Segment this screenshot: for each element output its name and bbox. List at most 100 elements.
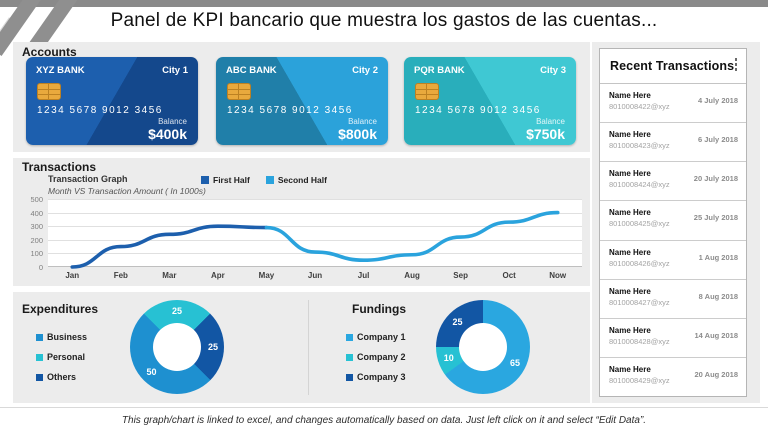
card-number: 1234 5678 9012 3456	[415, 105, 541, 116]
legend-swatch-icon	[346, 353, 353, 361]
transaction-id: 8010008423@xyz	[609, 141, 670, 151]
balance-label: Balance	[536, 117, 565, 126]
x-axis-label: Oct	[502, 271, 516, 280]
transaction-row[interactable]: Name Here 8010008423@xyz 6 July 2018	[600, 123, 746, 163]
fundings-legend: Company 1 Company 2 Company 3	[346, 332, 406, 382]
title-bar: Panel de KPI bancario que muestra los ga…	[0, 7, 768, 37]
balance-label: Balance	[348, 117, 377, 126]
x-axis-label: Feb	[113, 271, 128, 280]
gridline	[48, 226, 582, 228]
transaction-id: 8010008427@xyz	[609, 297, 670, 307]
transaction-row[interactable]: Name Here 8010008427@xyz 8 Aug 2018	[600, 280, 746, 319]
balance-value: $750k	[526, 126, 565, 142]
y-axis-tick: 400	[30, 208, 43, 218]
card-city: City 1	[162, 65, 188, 76]
gridline	[48, 199, 582, 200]
legend-swatch-icon	[201, 176, 209, 184]
x-axis-label: Sep	[453, 271, 468, 280]
donut-slice-value: 25	[452, 316, 463, 327]
bank-card-pqr[interactable]: PQR BANK City 3 1234 5678 9012 3456 Bala…	[404, 57, 576, 145]
y-axis-tick: 500	[30, 195, 43, 204]
legend-item: Personal	[36, 352, 87, 362]
legend-swatch-icon	[346, 373, 353, 381]
legend-swatch-icon	[36, 353, 43, 361]
bank-card-xyz[interactable]: XYZ BANK City 1 1234 5678 9012 3456 Bala…	[26, 57, 198, 145]
y-axis-tick: 0	[38, 263, 43, 272]
transaction-name: Name Here	[609, 208, 651, 218]
legend-label: Personal	[47, 352, 86, 362]
y-axis-tick: 200	[30, 235, 43, 245]
expenditures-donut-chart[interactable]: 50 25 25	[130, 300, 224, 394]
legend-label: Others	[47, 372, 77, 382]
x-axis-label: Jan	[65, 271, 80, 280]
transaction-name: Name Here	[609, 364, 651, 374]
transaction-row[interactable]: Name Here 8010008424@xyz 20 July 2018	[600, 162, 746, 202]
card-chip-icon	[415, 83, 439, 100]
donut-slice-value: 25	[207, 342, 218, 352]
line-chart-title: Transaction Graph	[48, 174, 128, 184]
legend-item: Others	[36, 372, 87, 382]
section-divider	[308, 300, 309, 395]
x-axis-label: Aug	[404, 271, 420, 280]
balance-value: $400k	[148, 126, 187, 142]
legend-label: Company 3	[357, 372, 406, 382]
legend-item: Second Half	[265, 175, 327, 185]
legend-label: First Half	[213, 175, 250, 185]
recent-transactions-card: Recent Transactions Name Here 8010008422@…	[599, 48, 747, 397]
x-axis-label: Mar	[162, 271, 177, 280]
transaction-row[interactable]: Name Here 8010008429@xyz 20 Aug 2018	[600, 358, 746, 396]
fundings-header: Fundings	[352, 302, 406, 316]
donut-slice-value: 25	[171, 306, 182, 316]
transaction-date: 20 Aug 2018	[694, 369, 739, 379]
transaction-id: 8010008426@xyz	[609, 258, 670, 268]
footer-note-bar: This graph/chart is linked to excel, and…	[0, 407, 768, 432]
legend-swatch-icon	[346, 333, 353, 341]
card-chip-icon	[227, 83, 251, 100]
transaction-date: 4 July 2018	[697, 96, 738, 105]
series-second-half	[264, 210, 560, 263]
transaction-list: Name Here 8010008422@xyz 4 July 2018 Name H…	[600, 84, 746, 396]
card-number: 1234 5678 9012 3456	[37, 105, 163, 116]
transaction-row[interactable]: Name Here 8010008428@xyz 14 Aug 2018	[600, 319, 746, 358]
line-chart-plot[interactable]: 500 400 300 200 100 0	[30, 195, 582, 272]
gridline	[48, 253, 582, 255]
legend-swatch-icon	[36, 333, 43, 341]
fundings-donut-chart[interactable]: 65 10 25	[436, 300, 530, 394]
donut-slice-value: 50	[146, 367, 157, 378]
card-number: 1234 5678 9012 3456	[227, 105, 353, 116]
bank-card-abc[interactable]: ABC BANK City 2 1234 5678 9012 3456 Bala…	[216, 57, 388, 145]
top-bar	[0, 0, 768, 7]
kebab-menu-icon[interactable]	[734, 58, 737, 71]
transaction-name: Name Here	[609, 169, 651, 179]
card-city: City 2	[352, 65, 378, 76]
series-first-half	[70, 224, 269, 269]
legend-item: Company 3	[346, 372, 406, 382]
balance-label: Balance	[158, 117, 187, 126]
donut-charts-section: Expenditures Business Personal Others 50 25…	[13, 292, 590, 403]
line-chart-svg	[70, 210, 560, 269]
x-axis-label: Jun	[307, 271, 323, 280]
y-axis-tick: 100	[30, 249, 43, 259]
page-title: Panel de KPI bancario que muestra los ga…	[110, 10, 658, 31]
bank-name: PQR BANK	[414, 65, 465, 76]
transaction-date: 14 Aug 2018	[694, 330, 739, 340]
transaction-row[interactable]: Name Here 8010008425@xyz 25 July 2018	[600, 201, 746, 241]
recent-transactions-title: Recent Transactions	[610, 59, 735, 73]
recent-transactions-section: Recent Transactions Name Here 8010008422@…	[592, 42, 760, 403]
legend-label: Business	[47, 332, 88, 342]
transaction-id: 8010008424@xyz	[609, 180, 670, 190]
x-axis-label: Apr	[211, 271, 225, 280]
transaction-row[interactable]: Name Here 8010008422@xyz 4 July 2018	[600, 84, 746, 124]
transaction-name: Name Here	[609, 247, 651, 257]
transactions-header: Transactions	[22, 160, 97, 174]
transaction-row[interactable]: Name Here 8010008426@xyz 1 Aug 2018	[600, 241, 746, 280]
card-chip-icon	[37, 83, 61, 100]
transactions-section: Transactions Transaction Graph Month VS …	[13, 158, 590, 286]
transaction-id: 8010008429@xyz	[609, 375, 670, 385]
line-chart-subtitle: Month VS Transaction Amount ( In 1000s)	[48, 186, 206, 196]
transaction-date: 20 July 2018	[693, 174, 738, 184]
transaction-id: 8010008425@xyz	[609, 219, 670, 229]
transaction-date: 8 Aug 2018	[698, 291, 738, 301]
transaction-name: Name Here	[609, 130, 651, 140]
